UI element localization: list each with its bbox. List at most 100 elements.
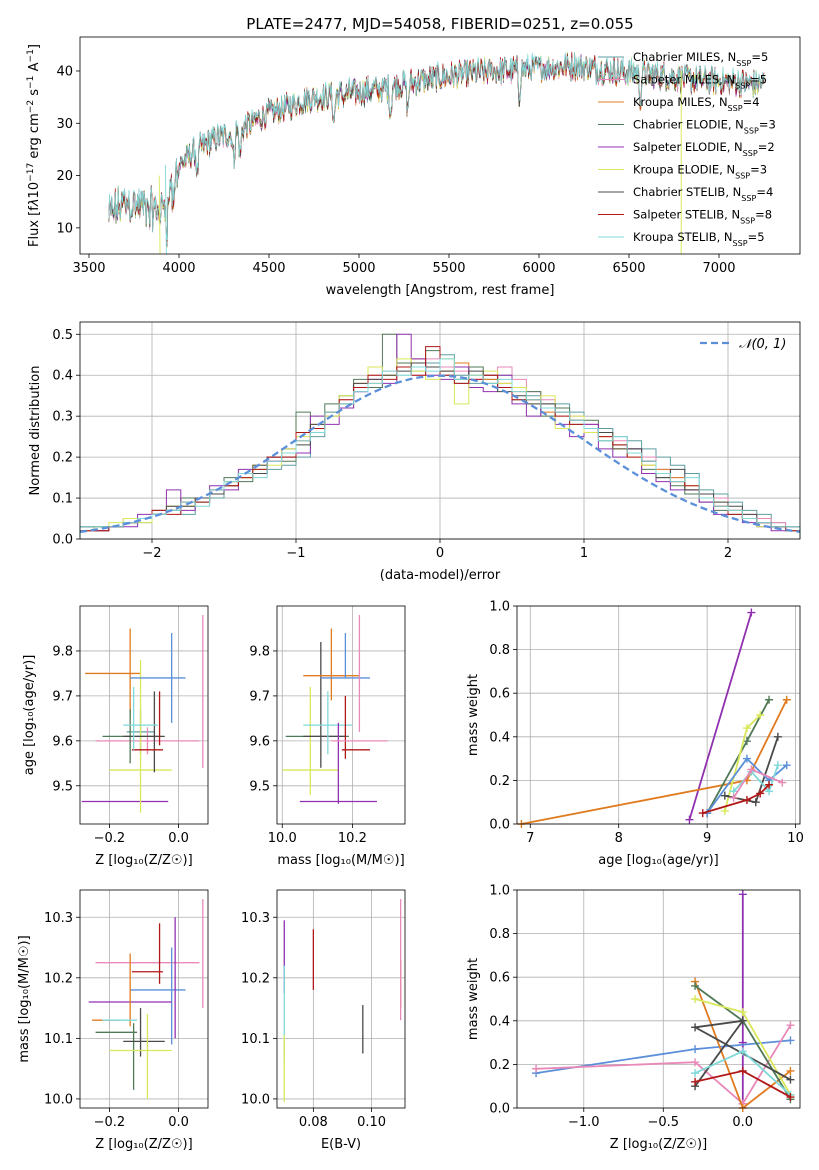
- legend-label: 𝒩(0, 1): [739, 337, 786, 352]
- spectrum-ylabel-part: A: [27, 62, 42, 75]
- mass-weight-marker: [786, 1036, 795, 1045]
- x-tick-label: 6000: [522, 261, 555, 276]
- mass_vs_Z-axes: −0.2 0.0 10.0 10.1 10.2 10.3: [44, 890, 208, 1130]
- legend-label: Kroupa ELODIE, NSSP=3: [633, 163, 767, 181]
- legend-label-part: Kroupa STELIB, N: [633, 230, 733, 244]
- mass-weight-marker: [691, 1045, 700, 1054]
- age_vs_mass-errorbars: [282, 614, 388, 804]
- mass_weight_vs_Z-frame: [516, 889, 801, 1109]
- y-tick-label: 9.7: [249, 689, 270, 704]
- mass_vs_ebv-xlabel: E(B-V): [321, 1137, 361, 1152]
- y-tick-label: 0.5: [52, 328, 73, 343]
- mass-weight-marker: [685, 815, 694, 824]
- legend-label-part: SSP: [735, 81, 750, 90]
- spectrum-ylabel-part: −17: [26, 163, 36, 182]
- x-tick-label: −0.5: [647, 1115, 679, 1130]
- y-tick-label: 9.8: [52, 644, 73, 659]
- legend-label-part: Salpeter MILES, N: [633, 73, 735, 87]
- x-tick-label: 5000: [342, 261, 375, 276]
- residuals-xlabel: (data-model)/error: [380, 568, 501, 583]
- mass-weight-marker: [532, 1064, 541, 1073]
- age_vs_Z-frame: [79, 605, 209, 825]
- mass-weight-line: [706, 757, 788, 814]
- mass-weight-marker: [773, 732, 782, 741]
- mass-weight-marker: [782, 761, 791, 770]
- y-tick-label: 0.6: [489, 971, 510, 986]
- mass-weight-marker: [786, 1093, 795, 1102]
- mass_weight_vs_age-ylabel: mass weight: [466, 674, 481, 756]
- mass-weight-marker: [751, 798, 760, 807]
- x-tick-label: 0.0: [732, 1115, 753, 1130]
- spectrum-ylabel-part: −1: [26, 76, 36, 89]
- spectrum-series-line: [108, 52, 765, 241]
- mass-weight-marker: [698, 809, 707, 818]
- x-tick-label: 10.0: [268, 831, 297, 846]
- legend-label: Salpeter STELIB, NSSP=8: [633, 208, 772, 226]
- age_vs_mass-xlabel: mass [log₁₀(M/M☉)]: [277, 853, 404, 868]
- mass_vs_ebv-errorbars: [283, 899, 402, 1102]
- y-tick-label: 1.0: [489, 600, 510, 615]
- mass-weight-marker: [729, 793, 738, 802]
- spectrum-xlabel: wavelength [Angstrom, rest frame]: [326, 283, 555, 298]
- x-tick-label: −0.2: [94, 831, 126, 846]
- legend-label: Kroupa MILES, NSSP=4: [633, 95, 760, 113]
- spectrum-ylabel: Flux [fλ10−17 erg cm−2 s−1 A−1]: [26, 44, 42, 247]
- legend-label: Kroupa STELIB, NSSP=5: [633, 230, 765, 248]
- mass-weight-marker: [756, 789, 765, 798]
- x-tick-label: −0.2: [94, 1115, 126, 1130]
- x-tick-label: 7: [526, 831, 534, 846]
- mass-weight-marker: [691, 1077, 700, 1086]
- legend-label-part: SSP: [735, 171, 750, 180]
- y-tick-label: 40: [56, 64, 73, 79]
- age_vs_Z-xlabel: Z [log₁₀(Z/Z☉)]: [95, 853, 192, 868]
- mass-weight-line: [536, 1024, 792, 1105]
- age_vs_mass-axes: 10.0 10.2 9.5 9.6 9.7 9.8: [249, 606, 405, 846]
- x-tick-label: 4500: [252, 261, 285, 276]
- age_vs_Z-errorbars: [81, 614, 204, 813]
- y-tick-label: 0.4: [52, 369, 73, 384]
- mass-weight-marker: [742, 796, 751, 805]
- mass_vs_Z-frame: [79, 889, 209, 1109]
- mass_vs_Z-xlabel: Z [log₁₀(Z/Z☉)]: [95, 1137, 192, 1152]
- x-tick-label: 3500: [72, 261, 105, 276]
- mass-weight-marker: [747, 765, 756, 774]
- spectrum-glitch: [165, 165, 167, 254]
- y-tick-label: 0.4: [489, 1014, 510, 1029]
- legend-label-part: Chabrier STELIB, N: [633, 185, 741, 199]
- mass_weight_vs_age-lines: [517, 608, 791, 828]
- mass_vs_ebv-frame: [276, 889, 406, 1109]
- mass-weight-line: [702, 784, 770, 814]
- normal-reference-curve: [79, 374, 801, 533]
- legend-label-part: SSP: [744, 126, 759, 135]
- spectrum-title: PLATE=2477, MJD=54058, FIBERID=0251, z=0…: [246, 15, 633, 33]
- y-tick-label: 0.3: [52, 410, 73, 425]
- legend-label: Chabrier ELODIE, NSSP=3: [633, 118, 776, 136]
- mass-weight-marker: [786, 1075, 795, 1084]
- y-tick-label: 9.5: [52, 779, 73, 794]
- y-tick-label: 9.5: [249, 779, 270, 794]
- residuals-axes: −2 −1 0 1 2 0.0 0.1 0.2 0.3 0.4 0.5: [52, 322, 800, 561]
- age_vs_Z-ylabel: age [log₁₀(age/yr)]: [22, 655, 37, 776]
- legend-label: Salpeter MILES, NSSP=5: [633, 73, 767, 91]
- legend-label-part: Chabrier MILES, N: [633, 50, 736, 64]
- legend-label-part: Kroupa MILES, N: [633, 95, 728, 109]
- spectrum-lines: [108, 51, 765, 254]
- mass-weight-marker: [756, 711, 765, 719]
- legend-label-part: SSP: [741, 194, 756, 203]
- y-tick-label: 10.1: [44, 1032, 73, 1047]
- mass-weight-marker: [720, 806, 729, 815]
- mass-weight-marker: [691, 1023, 700, 1032]
- spectrum-ylabel-part: Flux [f: [27, 206, 42, 247]
- y-tick-label: 9.6: [52, 734, 73, 749]
- x-tick-label: 10.2: [338, 831, 367, 846]
- legend-label-part: SSP: [743, 149, 758, 158]
- legend-label-part: =2: [758, 140, 775, 154]
- mass-weight-marker: [738, 1047, 747, 1056]
- spectrum-frame: [79, 36, 801, 255]
- y-tick-label: 9.6: [249, 734, 270, 749]
- residual-histograms: [79, 333, 801, 539]
- histogram-step: [79, 358, 801, 539]
- x-tick-label: 8: [615, 831, 623, 846]
- y-tick-label: 10.0: [44, 1092, 73, 1107]
